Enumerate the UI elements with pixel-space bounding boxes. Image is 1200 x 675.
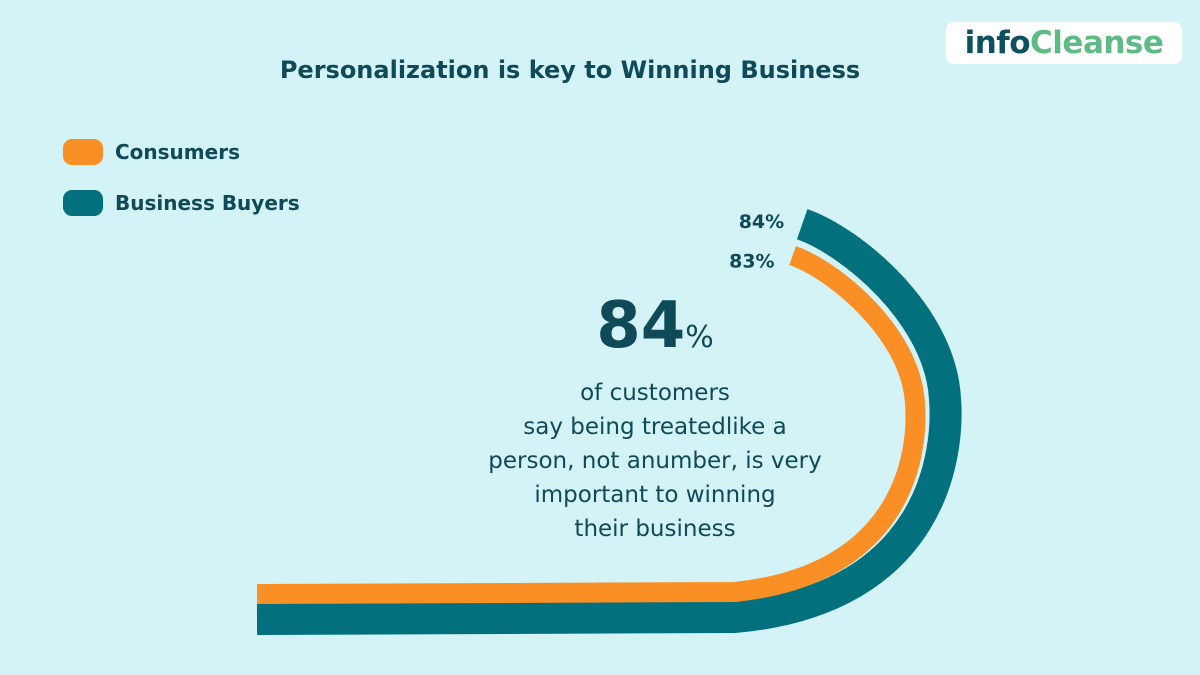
center-stat-percent: % xyxy=(685,320,714,355)
arc-data-labels: 84% 83% xyxy=(729,211,784,272)
brand-logo: infoCleanse xyxy=(946,22,1182,64)
legend-item-business-buyers: Business Buyers xyxy=(63,189,300,217)
center-description: of customers say being treatedlike a per… xyxy=(455,376,855,546)
logo-part-cleanse: Cleanse xyxy=(1030,24,1164,61)
arc-bar-business-buyers xyxy=(256,209,962,635)
center-desc-line-4: important to winning xyxy=(534,482,776,508)
center-callout: 84% of customers say being treatedlike a… xyxy=(455,288,855,546)
arc-bars xyxy=(256,209,962,635)
center-stat: 84% xyxy=(455,288,855,376)
logo-part-info: info xyxy=(964,24,1031,61)
chart-title: Personalization is key to Winning Busine… xyxy=(279,56,861,84)
center-desc-line-5: their business xyxy=(574,516,736,542)
data-label-business-buyers: 84% xyxy=(739,211,784,233)
center-desc-line-2: say being treatedlike a xyxy=(523,414,787,440)
center-desc-line-3: person, not anumber, is very xyxy=(488,448,822,474)
legend-label-business-buyers: Business Buyers xyxy=(115,191,300,215)
legend-item-consumers: Consumers xyxy=(63,138,240,166)
arc-bar-consumers xyxy=(256,246,926,604)
legend-label-consumers: Consumers xyxy=(115,140,240,164)
data-label-consumers: 83% xyxy=(729,251,774,273)
center-desc-line-1: of customers xyxy=(580,380,730,406)
legend-swatch-consumers xyxy=(63,139,103,165)
center-stat-value: 84 xyxy=(596,289,686,363)
legend-swatch-business-buyers xyxy=(63,190,103,216)
